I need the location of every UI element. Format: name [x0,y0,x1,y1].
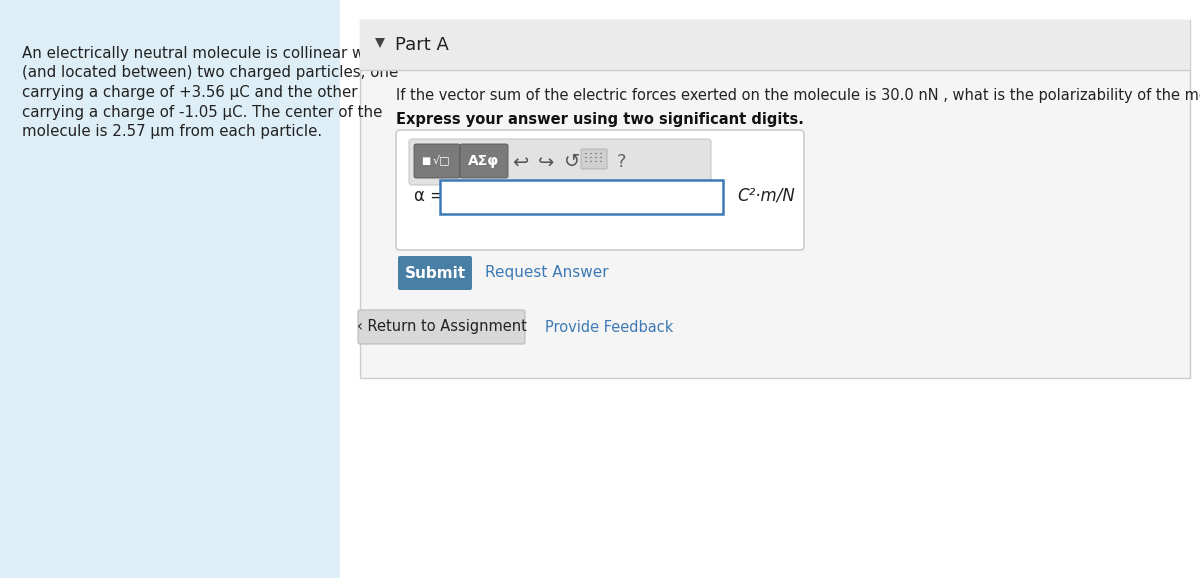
Text: ■: ■ [421,156,431,166]
FancyBboxPatch shape [409,139,710,185]
FancyBboxPatch shape [414,144,460,178]
Text: (and located between) two charged particles, one: (and located between) two charged partic… [22,65,398,80]
Text: ↺: ↺ [564,153,580,172]
Text: ?: ? [617,153,626,171]
Text: Provide Feedback: Provide Feedback [545,320,673,335]
Text: ↩: ↩ [512,153,528,172]
Text: AΣφ: AΣφ [468,154,499,168]
Text: C²·m/N: C²·m/N [737,187,794,205]
FancyBboxPatch shape [360,20,1190,378]
Text: Request Answer: Request Answer [485,265,608,280]
FancyBboxPatch shape [460,144,508,178]
Text: √□: √□ [432,155,450,165]
FancyBboxPatch shape [396,130,804,250]
FancyBboxPatch shape [358,310,526,344]
Text: molecule is 2.57 μm from each particle.: molecule is 2.57 μm from each particle. [22,124,322,139]
Text: Part A: Part A [395,36,449,54]
Text: An electrically neutral molecule is collinear with: An electrically neutral molecule is coll… [22,46,384,61]
Text: ‹ Return to Assignment: ‹ Return to Assignment [356,320,527,335]
FancyBboxPatch shape [0,0,340,578]
Text: carrying a charge of -1.05 μC. The center of the: carrying a charge of -1.05 μC. The cente… [22,105,383,120]
Text: carrying a charge of +3.56 μC and the other: carrying a charge of +3.56 μC and the ot… [22,85,358,100]
FancyBboxPatch shape [360,20,1190,70]
Text: Submit: Submit [404,265,466,280]
Text: Express your answer using two significant digits.: Express your answer using two significan… [396,112,804,127]
Text: If the vector sum of the electric forces exerted on the molecule is 30.0 nN , wh: If the vector sum of the electric forces… [396,88,1200,103]
Text: α =: α = [414,187,444,205]
FancyBboxPatch shape [398,256,472,290]
FancyBboxPatch shape [581,149,607,169]
Polygon shape [374,38,385,48]
Text: ↪: ↪ [538,153,554,172]
FancyBboxPatch shape [440,180,722,214]
